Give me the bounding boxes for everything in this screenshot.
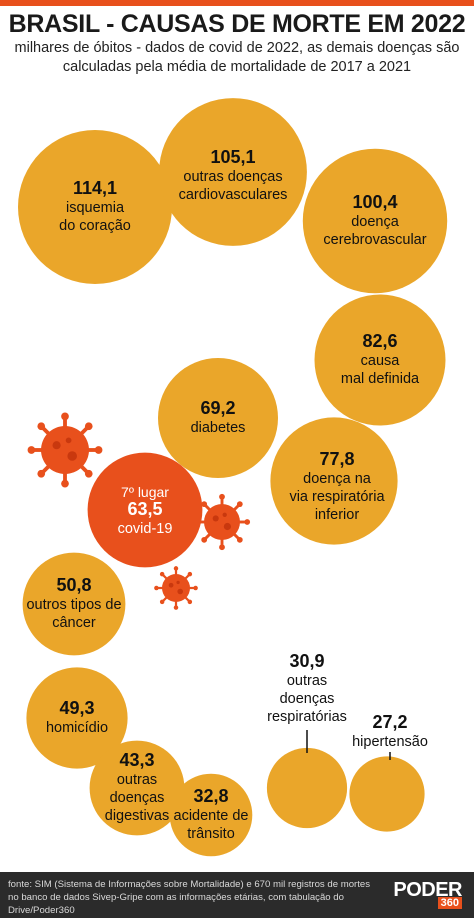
category-label: mal definida bbox=[341, 371, 420, 387]
value-label: 82,6 bbox=[362, 331, 397, 351]
bubble bbox=[349, 756, 425, 832]
category-label: cardiovasculares bbox=[179, 187, 288, 203]
bubble bbox=[18, 130, 172, 284]
source-line3: Drive/Poder360 bbox=[8, 905, 75, 916]
bubble-covid bbox=[87, 452, 203, 568]
bubble bbox=[22, 552, 126, 656]
bubble bbox=[26, 667, 128, 769]
category-label: hipertensão bbox=[352, 734, 428, 750]
bubble bbox=[159, 98, 307, 246]
category-label: covid-19 bbox=[118, 521, 173, 537]
category-label: doença na bbox=[303, 471, 372, 487]
footer: fonte: SIM (Sistema de Informações sobre… bbox=[0, 872, 474, 918]
value-label: 114,1 bbox=[73, 178, 117, 198]
bubble bbox=[158, 358, 278, 478]
category-label: outras bbox=[287, 673, 327, 689]
category-label: causa bbox=[361, 353, 401, 369]
value-label: 100,4 bbox=[352, 192, 397, 212]
category-label: do coração bbox=[59, 218, 131, 234]
logo-main: PODER bbox=[393, 879, 462, 901]
value-label: 30,9 bbox=[289, 651, 324, 671]
category-label: via respiratória bbox=[289, 489, 385, 505]
bubble bbox=[270, 417, 398, 545]
top-accent-bar bbox=[0, 0, 474, 6]
coronavirus-icon bbox=[154, 566, 198, 610]
logo-sub: 360 bbox=[437, 897, 462, 909]
coronavirus-icon bbox=[27, 412, 103, 488]
value-label: 50,8 bbox=[56, 575, 91, 595]
category-label: doenças bbox=[280, 691, 335, 707]
rank-label: 7º lugar bbox=[121, 484, 169, 500]
category-label: doenças bbox=[110, 790, 165, 806]
value-label: 105,1 bbox=[210, 147, 255, 167]
bubble bbox=[266, 747, 348, 829]
bubble bbox=[169, 773, 253, 857]
category-label: acidente de bbox=[174, 808, 249, 824]
category-label: câncer bbox=[52, 615, 96, 631]
value-label: 43,3 bbox=[119, 750, 154, 770]
chart-subtitle-line1: milhares de óbitos - dados de covid de 2… bbox=[14, 40, 460, 56]
bubble bbox=[302, 148, 448, 294]
category-label: digestivas bbox=[105, 808, 169, 824]
bubble bbox=[89, 740, 185, 836]
category-label: outros tipos de bbox=[26, 597, 121, 613]
source-line2: no banco de dados Sivep-Gripe com as inf… bbox=[8, 892, 344, 903]
category-label: homicídio bbox=[46, 720, 108, 736]
category-label: inferior bbox=[315, 507, 359, 523]
poder360-logo: PODER 360 bbox=[388, 879, 462, 913]
source-line1: fonte: SIM (Sistema de Informações sobre… bbox=[8, 879, 371, 890]
value-label: 32,8 bbox=[193, 786, 228, 806]
bubble bbox=[314, 294, 446, 426]
value-label: 27,2 bbox=[372, 712, 407, 732]
category-label: diabetes bbox=[191, 420, 246, 436]
category-label: respiratórias bbox=[267, 709, 347, 725]
chart-title: BRASIL - CAUSAS DE MORTE EM 2022 bbox=[8, 10, 466, 38]
category-label: isquemia bbox=[66, 200, 125, 216]
value-label: 49,3 bbox=[59, 698, 94, 718]
coronavirus-icon bbox=[193, 493, 251, 551]
category-label: cerebrovascular bbox=[323, 232, 426, 248]
value-label: 77,8 bbox=[319, 449, 354, 469]
value-label: 69,2 bbox=[200, 398, 235, 418]
category-label: outras bbox=[117, 772, 157, 788]
category-label: doença bbox=[351, 214, 400, 230]
category-label: outras doenças bbox=[183, 169, 282, 185]
chart-subtitle-line2: calculadas pela média de mortalidade de … bbox=[62, 59, 412, 75]
category-label: trânsito bbox=[187, 826, 235, 842]
value-label: 63,5 bbox=[127, 499, 162, 519]
